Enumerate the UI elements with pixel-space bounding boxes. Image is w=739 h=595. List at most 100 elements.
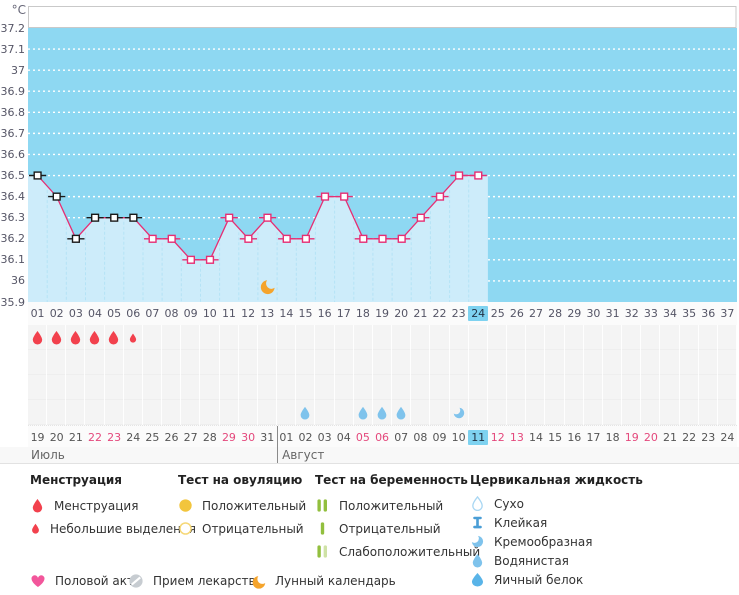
menstruation-cell[interactable] — [28, 325, 48, 350]
temperature-point[interactable] — [71, 234, 81, 243]
cycle-day-14[interactable]: 14 — [277, 302, 296, 325]
ovulation-test-cell[interactable] — [66, 350, 86, 375]
cycle-day-22[interactable]: 22 — [430, 302, 449, 325]
date-cell-29[interactable]: 29 — [219, 426, 238, 448]
temperature-point[interactable] — [263, 213, 272, 222]
menstruation-cell[interactable] — [699, 325, 718, 350]
pregnancy-test-cell[interactable] — [488, 375, 508, 400]
ovulation-test-cell[interactable] — [28, 350, 48, 375]
cervical-fluid-cell[interactable] — [526, 400, 546, 425]
date-cell-21[interactable]: 21 — [660, 426, 679, 448]
cervical-fluid-cell[interactable] — [239, 400, 258, 425]
cycle-day-16[interactable]: 16 — [315, 302, 334, 325]
menstruation-cell[interactable] — [622, 325, 642, 350]
date-cell-19[interactable]: 19 — [28, 426, 47, 448]
menstruation-cell[interactable] — [488, 325, 508, 350]
menstruation-cell[interactable] — [66, 325, 86, 350]
cycle-day-19[interactable]: 19 — [373, 302, 392, 325]
temperature-point[interactable] — [129, 213, 138, 222]
cycle-day-24[interactable]: 24 — [468, 302, 489, 325]
cervical-fluid-cell[interactable] — [162, 400, 182, 425]
ovulation-test-cell[interactable] — [450, 350, 469, 375]
pregnancy-test-cell[interactable] — [545, 375, 565, 400]
cervical-fluid-cell[interactable] — [507, 400, 527, 425]
menstruation-cell[interactable] — [450, 325, 469, 350]
pregnancy-test-cell[interactable] — [603, 375, 623, 400]
menstruation-cell[interactable] — [239, 325, 258, 350]
ovulation-test-cell[interactable] — [85, 350, 105, 375]
temperature-point[interactable] — [33, 171, 42, 180]
ovulation-test-cell[interactable] — [143, 350, 163, 375]
cycle-day-31[interactable]: 31 — [603, 302, 622, 325]
ovulation-test-cell[interactable] — [124, 350, 143, 375]
menstruation-cell[interactable] — [526, 325, 546, 350]
ovulation-test-cell[interactable] — [622, 350, 642, 375]
cervical-fluid-cell[interactable] — [545, 400, 565, 425]
menstruation-cell[interactable] — [680, 325, 699, 350]
pregnancy-test-cell[interactable] — [315, 375, 335, 400]
pregnancy-test-cell[interactable] — [622, 375, 642, 400]
menstruation-cell[interactable] — [354, 325, 373, 350]
pregnancy-test-cell[interactable] — [718, 375, 737, 400]
pregnancy-test-cell[interactable] — [392, 375, 412, 400]
cervical-fluid-cell[interactable] — [450, 400, 469, 425]
cycle-day-11[interactable]: 11 — [219, 302, 238, 325]
date-cell-09[interactable]: 09 — [430, 426, 449, 448]
menstruation-cell[interactable] — [392, 325, 412, 350]
ovulation-test-cell[interactable] — [603, 350, 623, 375]
cervical-fluid-cell[interactable] — [354, 400, 373, 425]
cycle-day-37[interactable]: 37 — [718, 302, 737, 325]
date-cell-08[interactable]: 08 — [411, 426, 430, 448]
date-cell-23[interactable]: 23 — [699, 426, 718, 448]
pregnancy-test-cell[interactable] — [47, 375, 67, 400]
date-cell-22[interactable]: 22 — [680, 426, 699, 448]
menstruation-cell[interactable] — [507, 325, 527, 350]
date-cell-15[interactable]: 15 — [546, 426, 565, 448]
ovulation-test-cell[interactable] — [277, 350, 297, 375]
temperature-point[interactable] — [186, 255, 196, 264]
temperature-point[interactable] — [225, 213, 234, 222]
ovulation-test-cell[interactable] — [354, 350, 373, 375]
cervical-fluid-cell[interactable] — [680, 400, 699, 425]
menstruation-cell[interactable] — [296, 325, 316, 350]
cervical-fluid-cell[interactable] — [699, 400, 718, 425]
date-cell-02[interactable]: 02 — [296, 426, 315, 448]
menstruation-cell[interactable] — [584, 325, 603, 350]
date-cell-13[interactable]: 13 — [507, 426, 526, 448]
cycle-day-18[interactable]: 18 — [353, 302, 372, 325]
menstruation-cell[interactable] — [315, 325, 335, 350]
date-cell-12[interactable]: 12 — [488, 426, 507, 448]
ovulation-test-cell[interactable] — [47, 350, 67, 375]
temperature-point[interactable] — [148, 234, 157, 243]
pregnancy-test-cell[interactable] — [181, 375, 201, 400]
ovulation-test-cell[interactable] — [315, 350, 335, 375]
pregnancy-test-cell[interactable] — [507, 375, 527, 400]
pregnancy-test-cell[interactable] — [143, 375, 163, 400]
cervical-fluid-cell[interactable] — [124, 400, 143, 425]
temperature-point[interactable] — [205, 255, 215, 264]
menstruation-cell[interactable] — [718, 325, 737, 350]
pregnancy-test-cell[interactable] — [258, 375, 278, 400]
pregnancy-test-cell[interactable] — [85, 375, 105, 400]
temperature-point[interactable] — [474, 171, 483, 180]
date-cell-18[interactable]: 18 — [603, 426, 622, 448]
temperature-point[interactable] — [301, 234, 311, 243]
pregnancy-test-cell[interactable] — [680, 375, 699, 400]
pregnancy-test-cell[interactable] — [28, 375, 48, 400]
cycle-day-25[interactable]: 25 — [488, 302, 507, 325]
ovulation-test-cell[interactable] — [105, 350, 124, 375]
date-cell-06[interactable]: 06 — [373, 426, 392, 448]
pregnancy-test-cell[interactable] — [239, 375, 258, 400]
cycle-day-34[interactable]: 34 — [660, 302, 679, 325]
ovulation-test-cell[interactable] — [660, 350, 680, 375]
cycle-day-23[interactable]: 23 — [449, 302, 468, 325]
menstruation-cell[interactable] — [641, 325, 661, 350]
pregnancy-test-cell[interactable] — [641, 375, 661, 400]
cycle-day-20[interactable]: 20 — [392, 302, 411, 325]
date-cell-01[interactable]: 01 — [277, 426, 296, 448]
temperature-point[interactable] — [244, 234, 253, 243]
ovulation-test-cell[interactable] — [296, 350, 316, 375]
menstruation-cell[interactable] — [181, 325, 201, 350]
cervical-fluid-cell[interactable] — [603, 400, 623, 425]
pregnancy-test-cell[interactable] — [124, 375, 143, 400]
